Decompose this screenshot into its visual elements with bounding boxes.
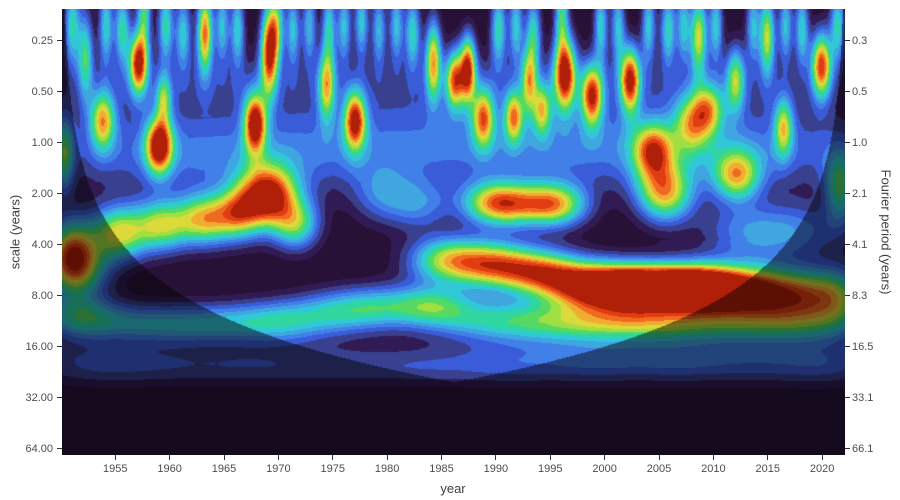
- x-axis-tick-label: 2015: [755, 463, 781, 475]
- y-axis-right-tick-label: 0.3: [852, 34, 868, 47]
- x-axis-tick-label: 1980: [374, 463, 400, 475]
- y-axis-right-tick-mark: [845, 244, 850, 246]
- x-axis-tick-mark: [114, 455, 116, 460]
- y-axis-left-tick-label: 4.00: [31, 238, 53, 251]
- wavelet-heatmap-canvas: [62, 9, 845, 455]
- x-axis-tick-label: 1995: [538, 463, 563, 475]
- y-axis-left-tick-label: 8.00: [31, 289, 53, 302]
- y-axis-left-tick-label: 0.25: [31, 34, 53, 47]
- y-axis-left-tick-label: 64.00: [25, 442, 53, 455]
- y-axis-left-tick-label: 2.00: [31, 187, 53, 200]
- y-axis-right-tick-label: 4.1: [852, 238, 868, 251]
- y-axis-left-tick-mark: [57, 397, 62, 399]
- x-axis-tick-mark: [332, 455, 334, 460]
- x-axis-tick-label: 1965: [211, 463, 237, 475]
- x-axis-tick-mark: [277, 455, 279, 460]
- x-axis-tick-label: 2005: [646, 463, 672, 475]
- x-axis-title: year: [440, 481, 466, 496]
- y-axis-left-tick-mark: [57, 193, 62, 195]
- y-axis-left-title: scale (years): [7, 194, 23, 270]
- y-axis-left-tick-mark: [57, 346, 62, 348]
- x-axis-tick-label: 2020: [809, 463, 835, 475]
- x-axis-tick-mark: [712, 455, 714, 460]
- heatmap-panel: [62, 9, 845, 455]
- y-axis-right-tick-mark: [845, 142, 850, 144]
- y-axis-left-tick-mark: [57, 244, 62, 246]
- y-axis-right-tick-mark: [845, 40, 850, 42]
- y-axis-right-tick-label: 2.1: [852, 187, 868, 200]
- x-axis-tick-mark: [658, 455, 660, 460]
- x-axis-tick-label: 2010: [701, 463, 726, 475]
- x-axis-tick-mark: [604, 455, 606, 460]
- y-axis-left-tick-label: 0.50: [31, 85, 53, 98]
- y-axis-right-tick-label: 0.5: [852, 85, 868, 98]
- x-axis-tick-mark: [767, 455, 769, 460]
- x-axis-tick-mark: [223, 455, 225, 460]
- y-axis-left-tick-label: 1.00: [31, 136, 53, 149]
- x-axis-tick-label: 1990: [483, 463, 509, 475]
- y-axis-right-tick-mark: [845, 91, 850, 93]
- x-axis-tick-mark: [549, 455, 551, 460]
- x-axis-tick-mark: [441, 455, 443, 460]
- y-axis-right-tick-mark: [845, 295, 850, 297]
- x-axis-tick-label: 1985: [429, 463, 454, 475]
- y-axis-right-tick-mark: [845, 397, 850, 399]
- y-axis-left-tick-label: 32.00: [25, 391, 53, 404]
- y-axis-left-tick-mark: [57, 91, 62, 93]
- y-axis-right-tick-label: 8.3: [852, 289, 868, 302]
- y-axis-left-tick-label: 16.00: [25, 340, 53, 353]
- y-axis-right-tick-mark: [845, 346, 850, 348]
- y-axis-right-tick-mark: [845, 193, 850, 195]
- x-axis-tick-label: 2000: [592, 463, 617, 475]
- x-axis-tick-mark: [386, 455, 388, 460]
- y-axis-right-tick-label: 16.5: [852, 340, 874, 353]
- y-axis-right-tick-label: 1.0: [852, 136, 868, 149]
- x-axis-tick-label: 1955: [103, 463, 128, 475]
- y-axis-left-tick-mark: [57, 142, 62, 144]
- y-axis-left-tick-mark: [57, 448, 62, 450]
- x-axis-tick-mark: [169, 455, 171, 460]
- y-axis-left-tick-mark: [57, 295, 62, 297]
- y-axis-right-title: Fourier period (years): [878, 169, 894, 295]
- x-axis-tick-label: 1970: [266, 463, 291, 475]
- x-axis-tick-label: 1960: [157, 463, 182, 475]
- x-axis-tick-mark: [821, 455, 823, 460]
- y-axis-right-tick-label: 66.1: [852, 442, 874, 455]
- y-axis-right-tick-label: 33.1: [852, 391, 874, 404]
- x-axis-tick-mark: [495, 455, 497, 460]
- x-axis-tick-label: 1975: [320, 463, 346, 475]
- y-axis-right-tick-mark: [845, 448, 850, 450]
- y-axis-left-tick-mark: [57, 40, 62, 42]
